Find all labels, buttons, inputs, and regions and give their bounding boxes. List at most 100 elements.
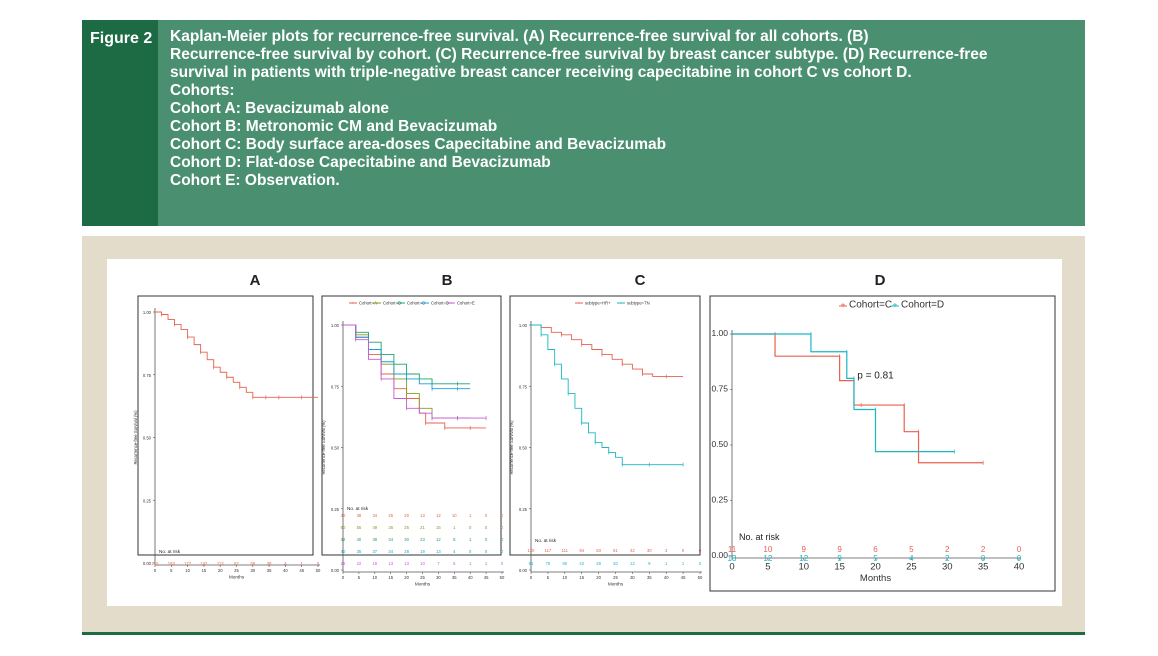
y-tick-label: 0.00 [331,568,340,573]
x-tick-label: 35 [267,568,272,573]
x-tick-label: 40 [283,568,288,573]
risk-count: 38 [267,561,272,566]
figure-label: Figure 2 [82,20,158,226]
risk-count: 1 [469,537,472,542]
risk-count: 9 [837,554,842,563]
risk-count: 193 [168,561,176,566]
panel-label: D [875,272,886,289]
x-tick-label: 30 [942,562,953,573]
risk-count: 60 [341,525,346,530]
x-tick-label: 20 [218,568,223,573]
x-tick-label: 15 [202,568,207,573]
caption-line: Cohort C: Body surface area-doses Capeci… [170,136,667,153]
y-tick-label: 0.00 [711,550,728,560]
legend-marker: + [620,301,623,306]
risk-count: 28 [404,549,409,554]
x-tick-label: 25 [906,562,917,573]
panel-label: A [250,272,261,289]
y-axis-label: Recurrence-free Survival (%) [133,410,138,465]
x-tick-label: 40 [664,575,669,580]
x-tick-label: 5 [547,575,550,580]
risk-count: 1 [665,561,668,566]
x-tick-label: 40 [1014,562,1025,573]
risk-count: 177 [184,561,192,566]
y-axis-label: Recurrence-free Survival (%) [321,420,326,475]
risk-count: 1 [453,525,456,530]
survival-curve-0 [732,333,984,464]
risk-count: 0 [501,513,504,518]
y-axis-label: Recurrence-free Survival (%) [509,420,514,475]
x-tick-label: 25 [420,575,425,580]
x-tick-label: 20 [404,575,409,580]
risk-count: 4 [453,549,456,554]
risk-count: 13 [388,561,393,566]
risk-count: 61 [613,548,618,553]
y-tick-label: 0.50 [711,439,728,449]
x-tick-label: 0 [342,575,345,580]
risk-count: 42 [579,561,584,566]
risk-count: 13 [436,549,441,554]
caption-line: Cohort A: Bevacizumab alone [170,100,390,117]
risk-count: 21 [420,525,425,530]
x-tick-label: 15 [388,575,393,580]
risk-count: 113 [217,561,224,566]
x-tick-label: 20 [596,575,601,580]
legend-label: subtype=HR+ [585,301,611,306]
risk-count: 40 [341,513,346,518]
y-tick-label: 0.50 [519,446,528,451]
survival-curve-1 [732,333,955,453]
y-tick-label: 0.75 [143,373,152,378]
y-tick-label: 0.50 [331,446,340,451]
risk-count: 82 [234,561,239,566]
panel-label: B [442,272,453,289]
risk-count: 0 [317,561,320,566]
risk-count: 83 [596,548,601,553]
risk-count: 55 [357,525,362,530]
risk-count: 40 [341,549,346,554]
charts-svg: A0.000.250.500.751.000 5 10 15 20 25 30 35 40 45 5… [133,272,1056,592]
risk-count: 6 [873,545,878,554]
risk-count: 25 [388,513,393,518]
y-tick-label: 0.25 [143,498,152,503]
survival-curve-0 [343,324,487,429]
risk-count: 37 [372,549,377,554]
risk-count: 25 [404,525,409,530]
caption-line: Cohorts: [170,82,235,99]
risk-count: 10 [420,561,425,566]
caption-line: Recurrence-free survival by cohort. (C) … [170,46,988,63]
x-tick-label: 5 [358,575,361,580]
risk-count: 91 [529,561,534,566]
risk-count: 19 [420,549,425,554]
risk-count: 5 [453,561,456,566]
risk-count: 29 [341,561,346,566]
y-tick-label: 0.00 [519,568,528,573]
risk-table-label: No. at risk [535,538,557,543]
caption-line: Cohort D: Flat-dose Capecitabine and Bev… [170,154,551,171]
risk-count: 0 [699,561,702,566]
y-tick-label: 0.25 [711,495,728,505]
legend-label: subtype=TN [627,301,650,306]
risk-count: 117 [545,548,552,553]
risk-count: 30 [647,548,652,553]
survival-curve-2 [343,324,471,385]
x-axis-label: Months [860,573,891,584]
risk-count: 0 [699,548,702,553]
x-tick-label: 10 [562,575,567,580]
survival-curve-0 [531,324,684,377]
x-tick-label: 10 [798,562,809,573]
risk-count: 142 [200,561,208,566]
risk-count: 111 [562,548,569,553]
x-tick-label: 30 [436,575,441,580]
risk-count: 15 [436,525,441,530]
risk-count: 1 [682,561,685,566]
x-tick-label: 35 [452,575,457,580]
risk-count: 60 [562,561,567,566]
chart-panel-c: C0.000.250.500.751.000 5 10 15 20 25 30 35 40 45 5… [509,272,703,586]
risk-count: 36 [388,525,393,530]
x-tick-label: 15 [834,562,845,573]
panel-border [509,295,701,556]
risk-count: 5 [909,545,914,554]
risk-count: 22 [357,561,362,566]
x-axis-label: Months [229,574,245,579]
x-tick-label: 25 [234,568,239,573]
